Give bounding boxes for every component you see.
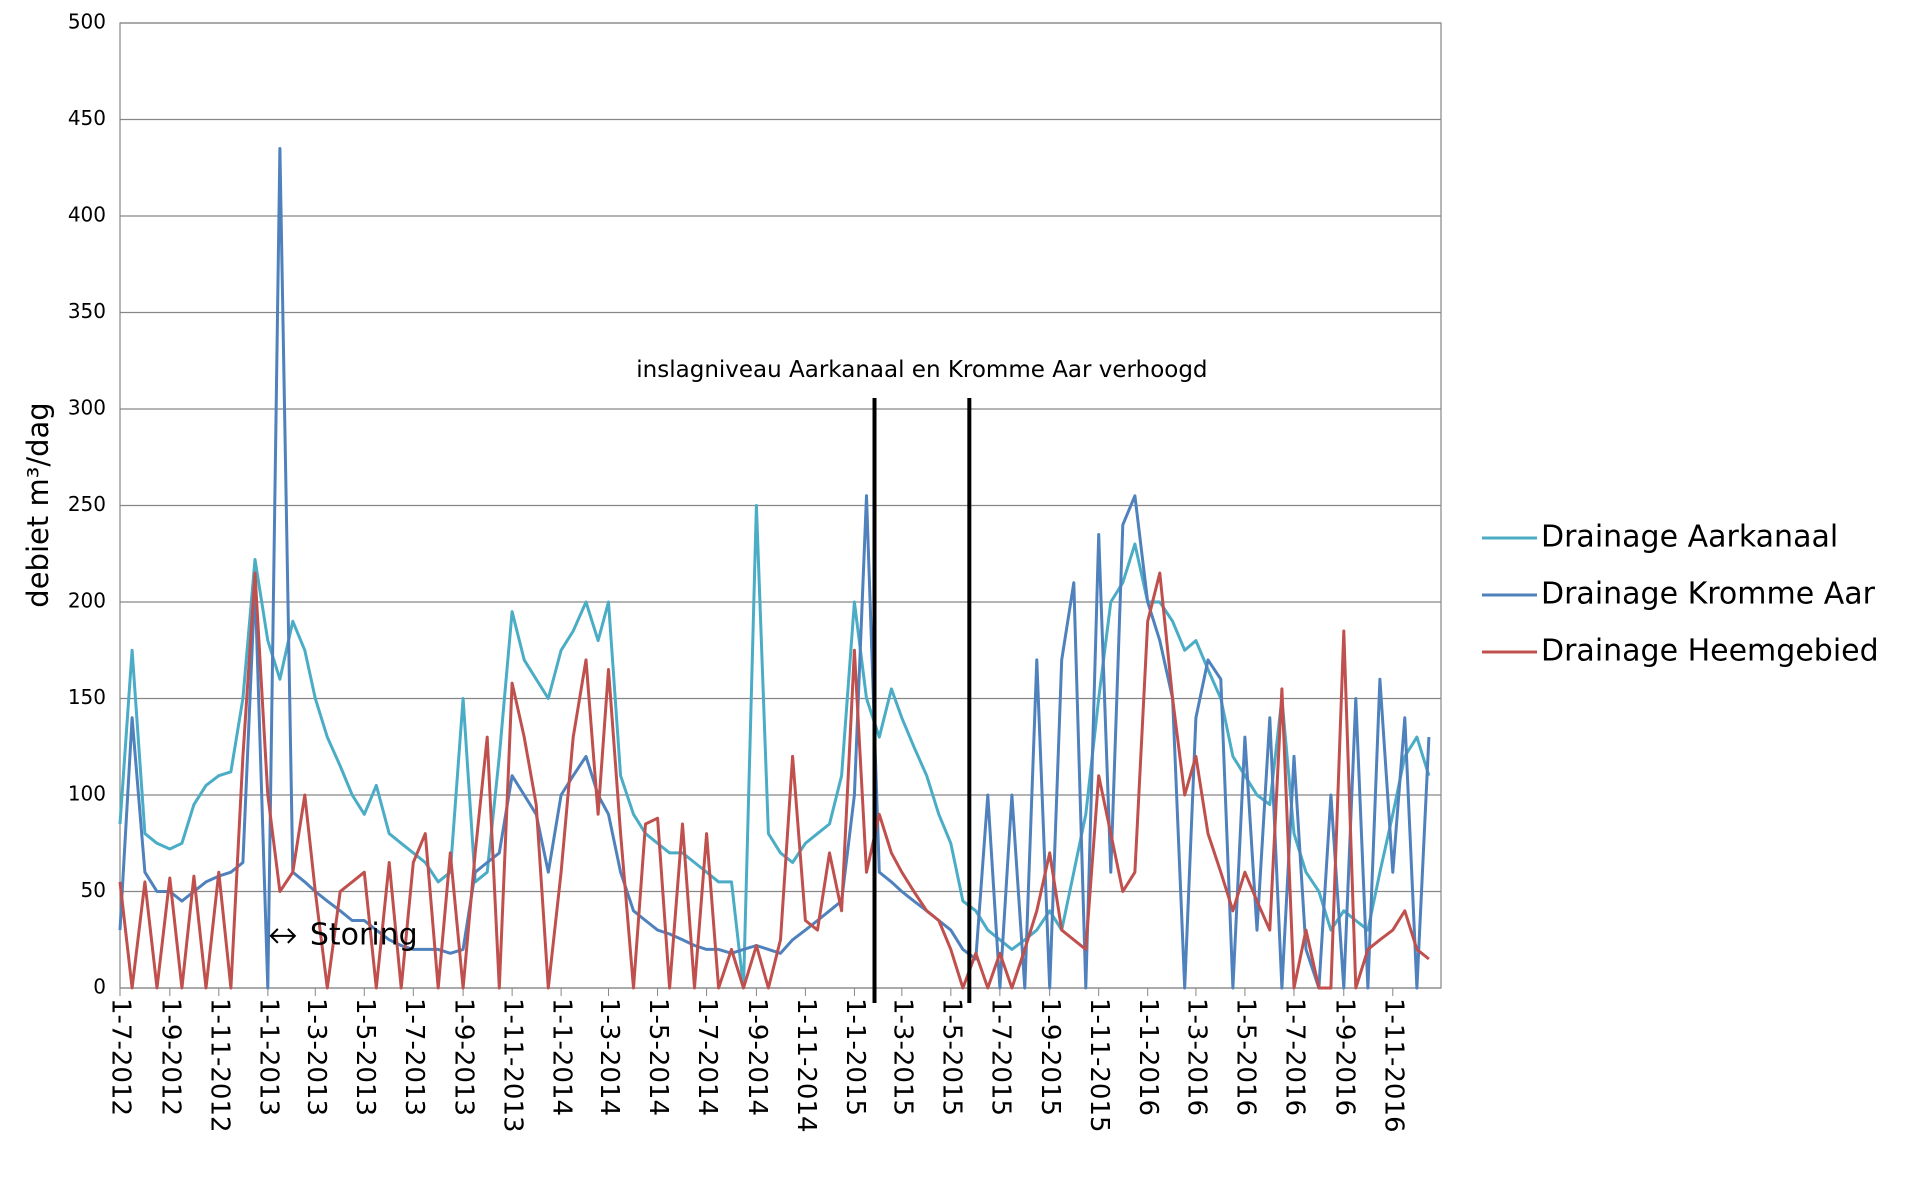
x-tick-label: 1-5-2015 xyxy=(936,998,966,1116)
legend-label: Drainage Aarkanaal xyxy=(1541,520,1838,555)
y-tick-label: 150 xyxy=(68,685,106,709)
y-tick-label: 500 xyxy=(68,10,106,34)
x-tick-label: 1-9-2014 xyxy=(742,998,772,1116)
y-tick-label: 50 xyxy=(81,878,106,902)
x-tick-label: 1-11-2012 xyxy=(204,998,234,1133)
y-tick-label: 450 xyxy=(68,106,106,130)
x-tick-label: 1-11-2016 xyxy=(1378,998,1408,1133)
x-tick-label: 1-5-2014 xyxy=(643,998,673,1116)
x-tick-label: 1-9-2015 xyxy=(1035,998,1065,1116)
series-line xyxy=(118,571,1430,990)
x-tick-label: 1-7-2013 xyxy=(399,998,429,1116)
x-tick-label: 1-9-2012 xyxy=(155,998,185,1116)
x-tick-label: 1-7-2012 xyxy=(106,998,136,1116)
x-tick-label: 1-11-2013 xyxy=(498,998,528,1133)
x-tick-label: 1-1-2013 xyxy=(253,998,283,1116)
x-tick-label: 1-3-2016 xyxy=(1181,998,1211,1116)
y-axis-label: debiet m³/dag xyxy=(21,402,55,607)
x-tick-label: 1-5-2016 xyxy=(1230,998,1260,1116)
x-tick-label: 1-11-2015 xyxy=(1084,998,1114,1133)
x-tick-label: 1-9-2013 xyxy=(449,998,479,1116)
annotation: inslagniveau Aarkanaal en Kromme Aar ver… xyxy=(636,357,1207,383)
x-tick-label: 1-7-2015 xyxy=(985,998,1015,1116)
x-tick-label: 1-1-2016 xyxy=(1133,998,1163,1116)
x-tick-label: 1-3-2013 xyxy=(301,998,331,1116)
legend-label: Drainage Heemgebied xyxy=(1541,634,1879,669)
x-tick-label: 1-3-2015 xyxy=(887,998,917,1116)
x-tick-label: 1-11-2014 xyxy=(791,998,821,1133)
legend-label: Drainage Kromme Aar xyxy=(1541,577,1876,612)
y-tick-label: 250 xyxy=(68,492,106,516)
y-tick-label: 400 xyxy=(68,203,106,227)
x-tick-label: 1-1-2015 xyxy=(840,998,870,1116)
annotation: Storing xyxy=(310,917,418,952)
y-tick-label: 0 xyxy=(93,975,106,999)
x-tick-label: 1-1-2014 xyxy=(547,998,577,1116)
annotation-arrow xyxy=(269,928,297,944)
y-tick-label: 100 xyxy=(68,782,106,806)
x-tick-label: 1-3-2014 xyxy=(594,998,624,1116)
x-tick-label: 1-9-2016 xyxy=(1329,998,1359,1116)
series-line xyxy=(118,504,1431,990)
series-line xyxy=(118,147,1431,990)
y-tick-label: 300 xyxy=(68,396,106,420)
x-tick-label: 1-5-2013 xyxy=(350,998,380,1116)
x-tick-label: 1-7-2016 xyxy=(1279,998,1309,1116)
y-tick-label: 350 xyxy=(68,299,106,323)
x-tick-label: 1-7-2014 xyxy=(692,998,722,1116)
y-tick-label: 200 xyxy=(68,589,106,613)
plot-border xyxy=(119,22,1442,989)
